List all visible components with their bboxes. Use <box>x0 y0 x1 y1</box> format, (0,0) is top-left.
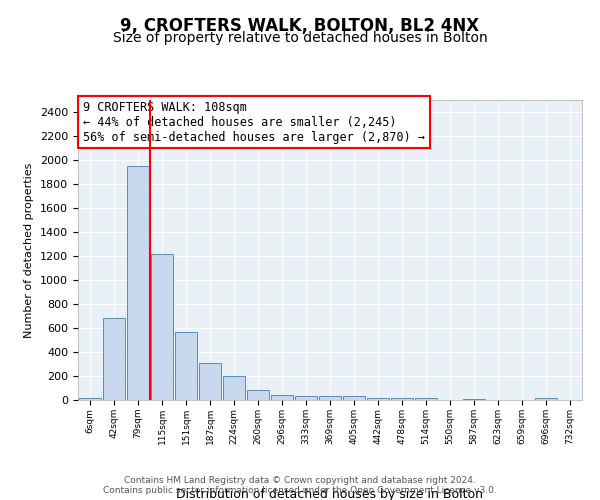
Bar <box>247 390 269 400</box>
Bar <box>79 398 101 400</box>
Bar <box>319 396 341 400</box>
X-axis label: Distribution of detached houses by size in Bolton: Distribution of detached houses by size … <box>176 488 484 500</box>
Bar <box>295 396 317 400</box>
Bar <box>103 318 125 400</box>
Bar <box>175 332 197 400</box>
Text: 9, CROFTERS WALK, BOLTON, BL2 4NX: 9, CROFTERS WALK, BOLTON, BL2 4NX <box>121 18 479 36</box>
Bar <box>463 399 485 400</box>
Bar <box>535 398 557 400</box>
Bar <box>391 398 413 400</box>
Bar <box>271 395 293 400</box>
Text: 9 CROFTERS WALK: 108sqm
← 44% of detached houses are smaller (2,245)
56% of semi: 9 CROFTERS WALK: 108sqm ← 44% of detache… <box>83 100 425 144</box>
Bar <box>415 398 437 400</box>
Text: Contains HM Land Registry data © Crown copyright and database right 2024.
Contai: Contains HM Land Registry data © Crown c… <box>103 476 497 495</box>
Bar <box>343 396 365 400</box>
Bar <box>127 166 149 400</box>
Text: Size of property relative to detached houses in Bolton: Size of property relative to detached ho… <box>113 31 487 45</box>
Y-axis label: Number of detached properties: Number of detached properties <box>25 162 34 338</box>
Bar <box>151 254 173 400</box>
Bar <box>223 376 245 400</box>
Bar <box>367 398 389 400</box>
Bar <box>199 364 221 400</box>
